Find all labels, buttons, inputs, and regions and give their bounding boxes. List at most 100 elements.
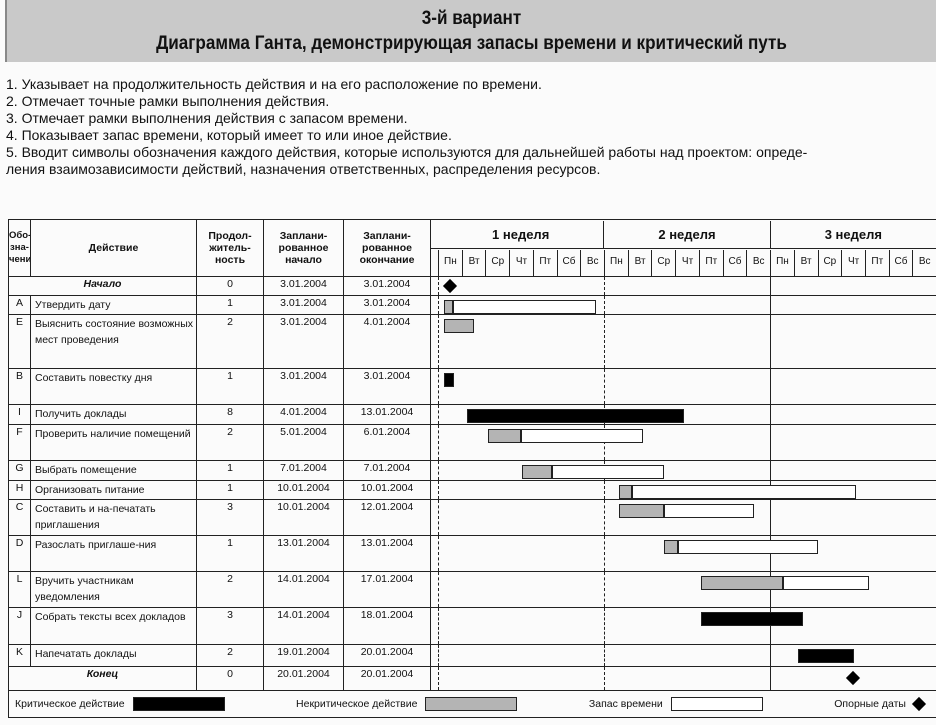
week-divider (438, 425, 439, 460)
week-divider (770, 461, 771, 480)
cell-end: 18.01.2004 (343, 607, 431, 645)
day-header: Пт (866, 249, 890, 276)
week-divider (604, 296, 605, 314)
cell-start: 7.01.2004 (263, 460, 344, 481)
col-start: Заплани-рованное начало (263, 219, 344, 277)
milestone-diamond (845, 670, 861, 686)
slack-bar (521, 429, 644, 443)
cell-code: L (8, 571, 31, 608)
week-divider (604, 500, 605, 535)
cell-action: Выбрать помещение (30, 460, 197, 481)
cell-gantt (430, 480, 936, 500)
week-3: 3 неделя (824, 226, 882, 242)
cell-end: 13.01.2004 (343, 404, 431, 425)
table-row: B Составить повестку дня 1 3.01.2004 3.01.20… (8, 368, 936, 405)
cell-duration: 0 (196, 276, 264, 296)
cell-gantt (430, 460, 936, 481)
week-divider (438, 296, 439, 314)
table-row: Конец 0 20.01.2004 20.01.2004 (8, 666, 936, 691)
cell-start: 5.01.2004 (263, 424, 344, 461)
slack-bar (632, 485, 857, 499)
legend: Критическое действие Некритическое дейст… (8, 690, 936, 718)
day-header: Пн (439, 249, 463, 276)
cell-action: Выяснить состояние возможных мест провед… (30, 314, 197, 369)
slack-swatch (670, 697, 763, 711)
cell-start: 3.01.2004 (263, 295, 344, 315)
day-header: Пт (534, 249, 558, 276)
cell-gantt (430, 499, 936, 536)
table-row: G Выбрать помещение 1 7.01.2004 7.01.2004 (8, 460, 936, 481)
day-header: Пн (605, 249, 629, 276)
week-divider (438, 536, 439, 571)
legend-label: Опорные даты (834, 698, 906, 710)
cell-action: Разослать приглаше-ния (30, 535, 197, 572)
table-row: L Вручить участникам уведомления 2 14.01.20… (8, 571, 936, 608)
table-row: F Проверить наличие помещений 2 5.01.2004 6.… (8, 424, 936, 461)
week-divider (604, 572, 605, 607)
col-end: Заплани-рованное окончание (343, 219, 431, 277)
cell-gantt (430, 295, 936, 315)
week-divider (438, 572, 439, 607)
cell-gantt (430, 404, 936, 425)
cell-start: 20.01.2004 (263, 666, 344, 691)
day-header: Пн (771, 249, 795, 276)
cell-start: 10.01.2004 (263, 480, 344, 500)
cell-code: G (8, 460, 31, 481)
noncritical-bar (664, 540, 679, 554)
notes-list: 1. Указывает на продолжительность действ… (6, 76, 931, 178)
critical-swatch (132, 697, 225, 711)
legend-slack: Запас времени (589, 697, 763, 711)
cell-start: 13.01.2004 (263, 535, 344, 572)
critical-bar (466, 409, 685, 423)
cell-action: Собрать тексты всех докладов (30, 607, 197, 645)
cell-end: 13.01.2004 (343, 535, 431, 572)
week-divider (604, 315, 605, 368)
day-header: Сб (890, 249, 914, 276)
table-row: Начало 0 3.01.2004 3.01.2004 (8, 276, 936, 296)
noncritical-bar (443, 319, 475, 333)
week-divider (438, 608, 439, 644)
noncritical-bar (619, 504, 665, 518)
day-header: Чт (676, 249, 700, 276)
week-divider (604, 369, 605, 404)
day-header: Вт (795, 249, 819, 276)
week-divider (438, 461, 439, 480)
table-row: E Выяснить состояние возможных мест прове… (8, 314, 936, 369)
day-header: Вс (918, 255, 931, 267)
noncritical-swatch (425, 697, 518, 711)
table-row: A Утвердить дату 1 3.01.2004 3.01.2004 (8, 295, 936, 315)
legend-critical: Критическое действие (15, 697, 225, 711)
noncritical-bar (488, 429, 521, 443)
table-row: C Составить и на-печатать приглашения 3 10.… (8, 499, 936, 536)
cell-action: Составить повестку дня (30, 368, 197, 405)
week-divider (604, 481, 605, 499)
milestone-name: Начало (8, 276, 197, 296)
cell-end: 20.01.2004 (343, 644, 431, 667)
cell-code: K (8, 644, 31, 667)
week-divider (770, 425, 771, 460)
table-row: J Собрать тексты всех докладов 3 14.01.2004… (8, 607, 936, 645)
week-divider (770, 315, 771, 368)
subtitle: Диаграмма Ганта, демонстрирующая запасы … (156, 33, 787, 54)
cell-duration: 2 (196, 571, 264, 608)
cell-duration: 1 (196, 480, 264, 500)
cell-code: C (8, 499, 31, 536)
table-row: K Напечатать доклады 2 19.01.2004 20.01.2004 (8, 644, 936, 667)
week-divider (604, 608, 605, 644)
cell-start: 10.01.2004 (263, 499, 344, 536)
slack-bar (783, 576, 870, 590)
cell-code: F (8, 424, 31, 461)
day-header: Чт (842, 249, 866, 276)
cell-gantt (430, 644, 936, 667)
cell-gantt (430, 666, 936, 691)
col-code: Обо-зна-чение (8, 219, 31, 277)
noncritical-bar (443, 300, 453, 314)
week-divider (438, 369, 439, 404)
week-divider (770, 277, 771, 295)
note: ления взаимозависимости действий, назнач… (6, 161, 601, 177)
cell-code: D (8, 535, 31, 572)
cell-gantt (430, 607, 936, 645)
noncritical-bar (619, 485, 633, 499)
cell-action: Утвердить дату (30, 295, 197, 315)
legend-noncritical: Некритическое действие (296, 697, 518, 711)
